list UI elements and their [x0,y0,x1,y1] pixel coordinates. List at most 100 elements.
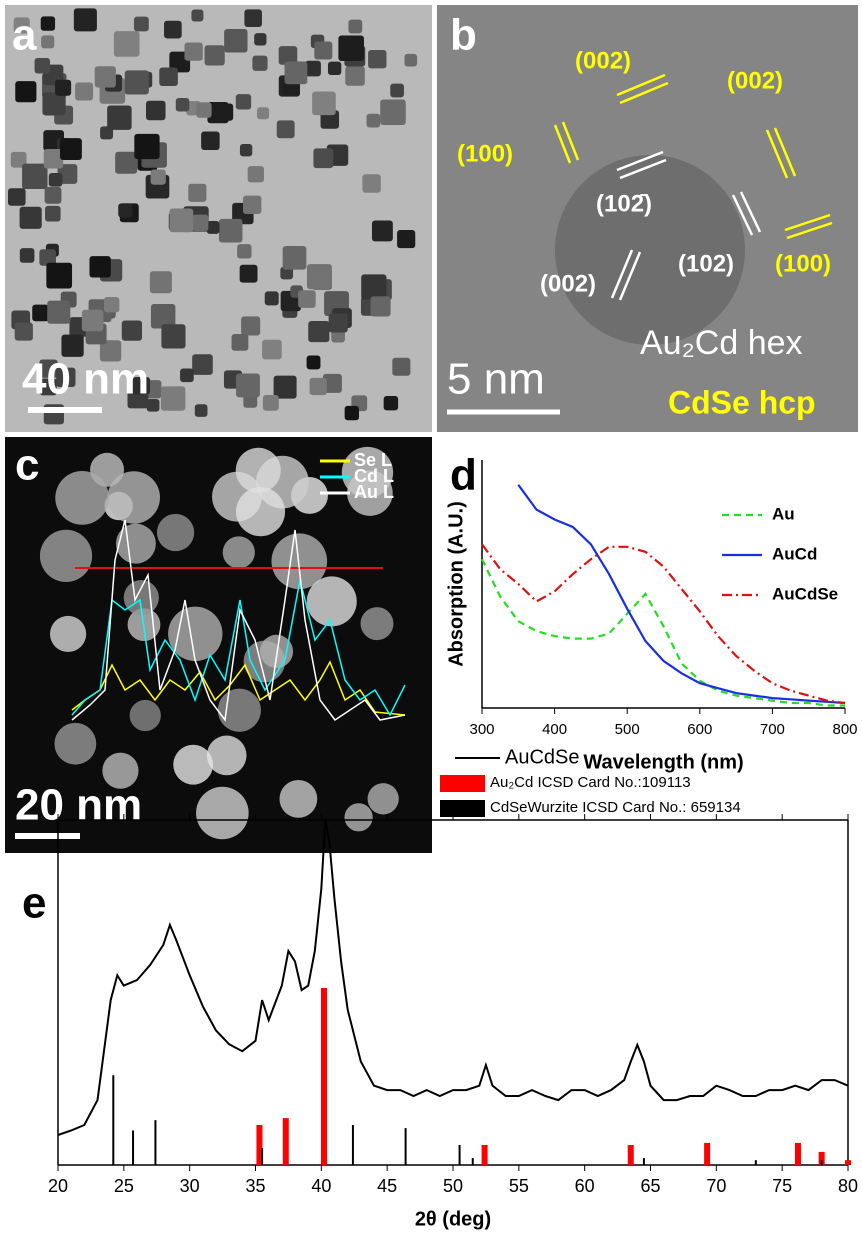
nanocrystal [241,316,260,335]
particle [130,700,161,731]
nanocrystal [345,406,359,420]
nanocrystal [161,324,185,348]
nanocrystal [224,29,247,52]
nanocrystal [46,263,72,289]
page: a 40 nm b (002) (002) (100) (102̄) (002)… [0,0,862,1236]
nanocrystal [205,45,225,65]
phase-label: CdSe hcp [668,384,816,420]
nanocrystal [118,203,132,217]
nanocrystal [164,21,182,39]
panel-label: a [12,11,37,60]
x-tick-label: 700 [760,721,785,738]
nanocrystal [262,340,282,360]
nanocrystal [8,188,26,206]
nanocrystal [20,248,35,263]
particle [218,689,261,732]
nanocrystal [310,378,327,395]
nanocrystal [151,170,166,185]
nanocrystal [371,296,391,316]
nanocrystal [368,50,386,68]
legend-swatch [440,800,485,817]
plane-label: (102) [678,250,734,277]
series-line [482,559,845,705]
nanocrystal [240,144,252,156]
x-axis-label: 2θ (deg) [415,1208,491,1230]
nanocrystal [308,321,329,342]
nanocrystal [312,92,336,116]
nanocrystal [307,264,332,289]
y-axis-label: Absorption (A.U.) [445,501,467,667]
legend-label: AuCdSe [772,584,838,603]
plane-label: (100) [775,250,831,277]
nanocrystal [47,301,70,324]
nanocrystal [150,271,172,293]
particle [344,803,372,831]
nanocrystal [176,98,189,111]
legend-label: CdSeWurzite ICSD Card No.: 659134 [490,799,741,816]
legend-swatch [440,775,485,792]
x-tick-label: 20 [48,1176,68,1196]
nanocrystal [263,395,279,411]
nanocrystal [328,62,341,75]
nanocrystal [195,404,208,417]
nanocrystal [89,256,110,277]
nanocrystal [22,164,47,189]
x-tick-label: 60 [575,1176,595,1196]
panel-label: c [15,441,39,490]
nanocrystal [15,322,33,340]
nanocrystal [237,244,251,258]
nanocrystal [307,356,321,370]
legend-label: Au L [354,482,394,502]
nanocrystal [265,291,279,305]
x-tick-label: 500 [615,721,640,738]
nanocrystal [75,82,93,100]
nanocrystal [45,206,61,222]
nanocrystal [274,376,297,399]
nanocrystal [169,209,193,233]
plane-label: (002) [727,67,783,94]
nanocrystal [252,56,267,71]
legend-label: Au₂Cd ICSD Card No.:109113 [490,774,691,791]
plane-label: (102̄) [596,190,652,217]
nanocrystal [236,94,251,109]
nanocrystal [104,297,119,312]
nanocrystal [60,138,82,160]
nanocrystal [248,166,264,182]
nanocrystal [115,152,137,174]
x-tick-label: 70 [706,1176,726,1196]
nanocrystal [298,290,316,308]
particle [173,745,213,785]
plane-label: (002) [540,270,596,297]
x-tick-label: 400 [542,721,567,738]
nanocrystal [95,66,116,87]
nanocrystal [161,386,185,410]
particle [196,787,249,840]
particle [54,723,96,765]
nanocrystal [20,207,42,229]
nanocrystal [361,274,386,299]
particle [307,576,357,626]
nanocrystal [236,373,260,397]
x-tick-label: 55 [509,1176,529,1196]
nanocrystal [283,246,307,270]
particle [168,607,222,661]
nanocrystal [196,102,211,117]
nanocrystal [240,265,258,283]
x-tick-label: 65 [640,1176,660,1196]
nanocrystal [367,114,381,128]
nanocrystal [192,354,213,375]
nanocrystal [15,81,36,102]
nanocrystal [392,358,410,376]
nanocrystal [125,70,149,94]
nanocrystal [244,9,262,27]
x-tick-label: 600 [687,721,712,738]
x-tick-label: 25 [114,1176,134,1196]
nanocrystal [305,61,321,77]
particle [223,536,255,568]
series-line [482,544,845,703]
nanocrystal [41,35,54,48]
x-tick-label: 800 [832,721,857,738]
nanocrystal [405,54,418,67]
nanocrystal [192,215,208,231]
nanocrystal [55,80,71,96]
